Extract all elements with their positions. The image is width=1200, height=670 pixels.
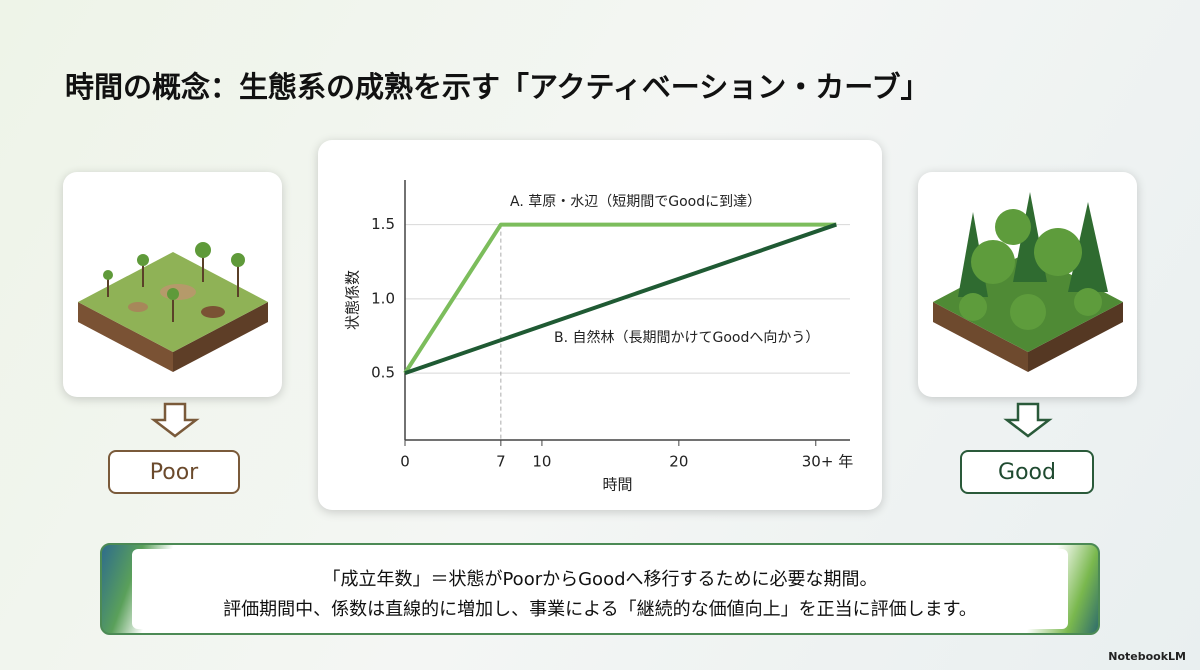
x-tick-label: 7 [496,453,506,471]
good-illustration [933,192,1123,372]
x-tick-label: 20 [669,453,688,471]
x-tick-label: 0 [400,453,410,471]
footer-box: 「成立年数」＝状態がPoorからGoodへ移行するために必要な期間。 評価期間中… [100,543,1100,635]
good-label: Good [960,450,1094,494]
y-tick-label: 0.5 [371,364,395,382]
chart-card: 0.5 1.0 1.5 0 7 10 20 30+ 年時間 状態係数 A. 草原・水辺（短期間でG… [318,140,882,510]
footer-line: 評価期間中、係数は直線的に増加し、事業による「継続的な価値向上」を正当に評価しま… [223,599,977,620]
series-annotation: B. 自然林（長期間かけてGoodへ向かう） [554,329,819,346]
footer-inner [132,549,1068,629]
x-axis-label: 時間 [602,476,632,494]
series-line [403,222,837,375]
title: 時間の概念：生態系の成熟を示す「アクティベーション・カーブ」 [65,70,930,104]
down-arrow [150,402,200,438]
y-tick-label: 1.0 [371,289,395,307]
poor-illustration [78,242,268,372]
y-axis-label: 状態係数 [344,270,362,330]
poor-card [63,172,282,397]
brand: NotebookLM [1108,650,1186,663]
good-card [918,172,1137,397]
x-tick-label: 30+ 年 [802,453,853,471]
chart: 0.5 1.0 1.5 0 7 10 20 30+ 年時間 状態係数 A. 草原・水辺（短期間でG… [344,180,853,494]
footer-line: 「成立年数」＝状態がPoorからGoodへ移行するために必要な期間。 [322,569,878,590]
x-tick-label: 10 [532,453,551,471]
poor-label: Poor [108,450,240,494]
series-line [404,222,837,376]
series-annotation: A. 草原・水辺（短期間でGoodに到達） [510,194,761,210]
y-tick-label: 1.5 [371,215,395,233]
down-arrow [1003,402,1053,438]
